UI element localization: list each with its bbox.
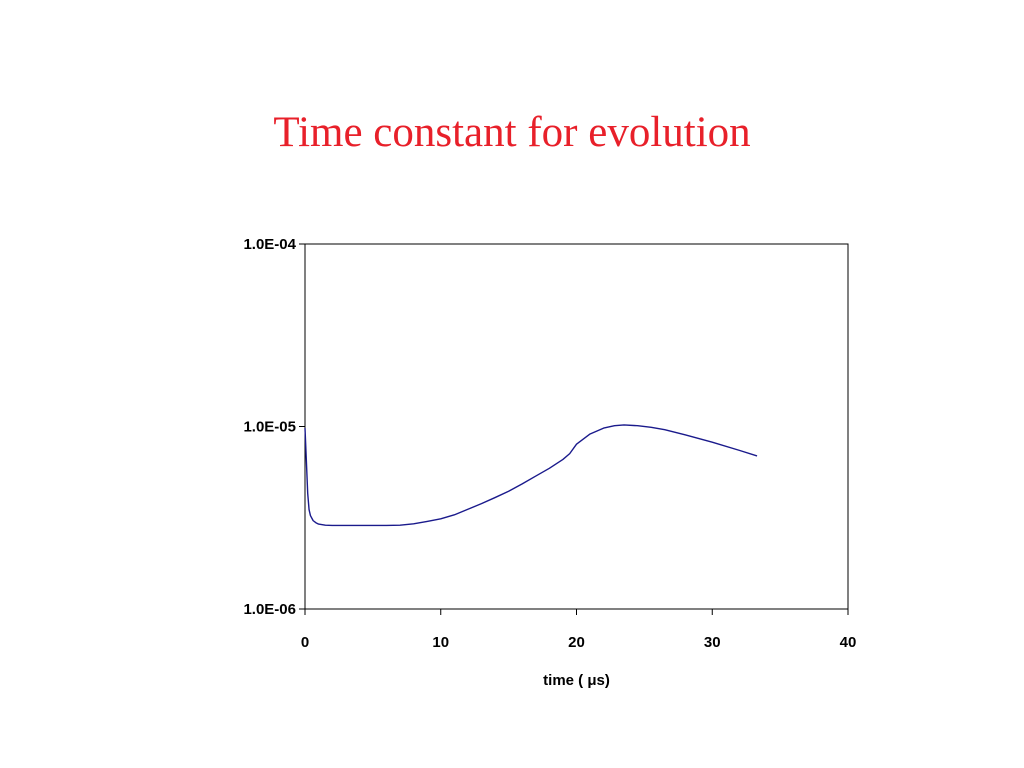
x-tick-label: 40 [840,634,857,651]
x-axis-title: time ( μs) [543,672,610,689]
series-line [304,424,758,527]
y-tick-label: 1.0E-05 [243,419,296,436]
y-tick-label: 1.0E-06 [243,601,296,618]
x-tick-label: 30 [704,634,721,651]
x-tick-label: 20 [568,634,585,651]
y-tick-label: 1.0E-04 [243,236,296,253]
plot-frame [304,243,849,610]
x-tick-label: 10 [432,634,449,651]
x-tick-label: 0 [301,634,309,651]
slide-title: Time constant for evolution [273,109,751,156]
